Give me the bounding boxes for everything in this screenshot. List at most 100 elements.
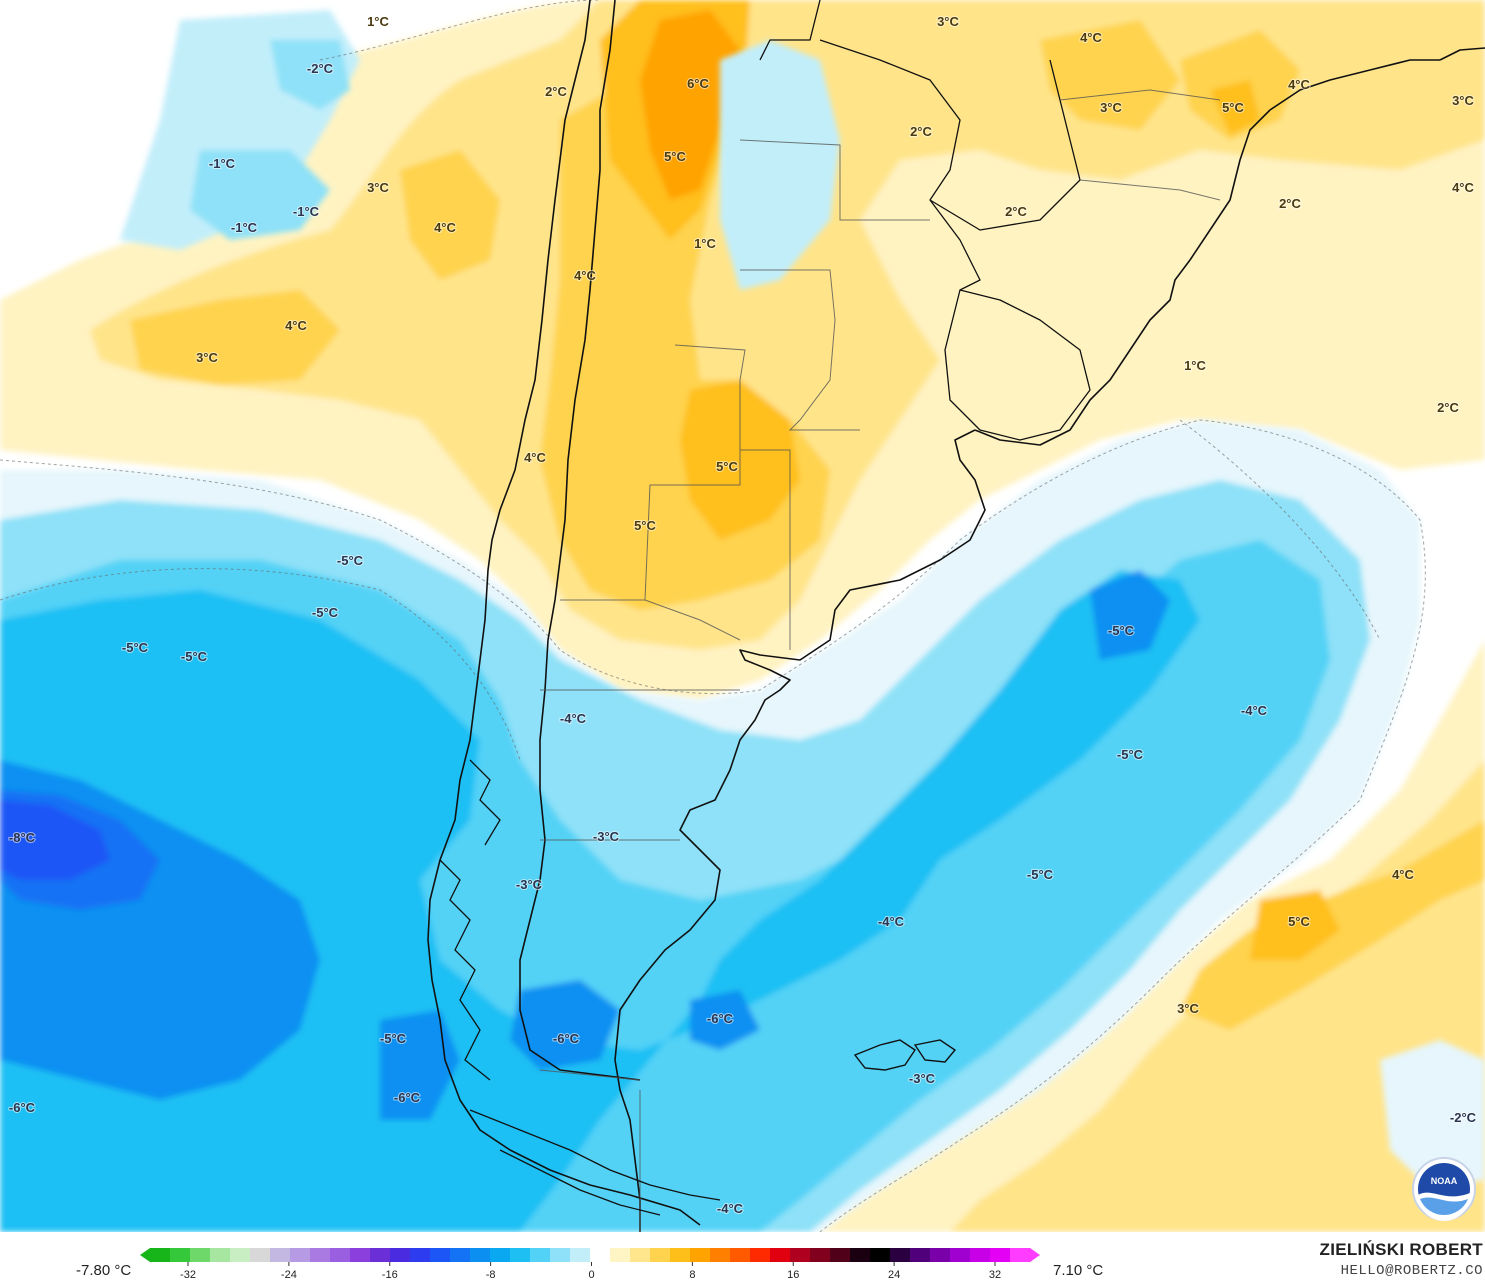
temperature-label: -3°C <box>593 829 620 844</box>
temperature-label: 5°C <box>1288 914 1310 929</box>
scale-arrow-right <box>1030 1248 1040 1262</box>
scale-tick-label: 24 <box>888 1269 900 1281</box>
temperature-label: 3°C <box>1177 1001 1199 1016</box>
scale-swatch <box>350 1248 371 1262</box>
temperature-label: 5°C <box>716 459 738 474</box>
country-border-brazil <box>929 199 981 291</box>
scale-swatch <box>710 1248 731 1262</box>
scale-swatch <box>410 1248 431 1262</box>
scale-swatch <box>150 1248 171 1262</box>
temperature-label: 2°C <box>545 84 567 99</box>
scale-swatch <box>270 1248 291 1262</box>
temperature-label: 3°C <box>367 180 389 195</box>
temperature-label: -3°C <box>516 877 543 892</box>
temperature-label: -5°C <box>337 553 364 568</box>
temperature-label: -6°C <box>394 1090 421 1105</box>
temperature-label: 6°C <box>687 76 709 91</box>
contour-lines <box>0 0 1426 1232</box>
temperature-label: 3°C <box>196 350 218 365</box>
cold-anomaly-fields <box>0 10 1485 1232</box>
scale-swatch <box>610 1248 631 1262</box>
scale-swatch <box>550 1248 571 1262</box>
scale-swatch <box>1010 1248 1031 1262</box>
scale-swatch <box>490 1248 511 1262</box>
scale-swatch <box>530 1248 551 1262</box>
scale-swatch <box>450 1248 471 1262</box>
scale-tick-label: 0 <box>588 1269 594 1281</box>
scale-swatch <box>790 1248 811 1262</box>
temperature-label: 5°C <box>634 518 656 533</box>
temperature-label: -3°C <box>909 1071 936 1086</box>
temperature-label: 5°C <box>1222 100 1244 115</box>
scale-swatch <box>230 1248 251 1262</box>
temperature-label: 2°C <box>910 124 932 139</box>
country-border-uruguay <box>944 289 1091 441</box>
temperature-label: -5°C <box>380 1031 407 1046</box>
scale-tick-label: -16 <box>382 1269 398 1281</box>
temperature-label: 3°C <box>1100 100 1122 115</box>
temperature-label: 4°C <box>285 318 307 333</box>
scale-swatch <box>770 1248 791 1262</box>
temperature-label: 4°C <box>574 268 596 283</box>
temperature-label: 3°C <box>937 14 959 29</box>
temperature-label: 1°C <box>1184 358 1206 373</box>
temperature-label: 4°C <box>524 450 546 465</box>
temperature-label: -2°C <box>1450 1110 1477 1125</box>
scale-swatch <box>250 1248 271 1262</box>
temperature-label: -6°C <box>9 1100 36 1115</box>
temperature-label: -6°C <box>707 1011 734 1026</box>
temperature-label: -8°C <box>9 830 36 845</box>
scale-swatch <box>330 1248 351 1262</box>
scale-swatch <box>670 1248 691 1262</box>
scale-tick-label: -32 <box>180 1269 196 1281</box>
scale-swatch <box>690 1248 711 1262</box>
temperature-label: 5°C <box>664 149 686 164</box>
temperature-labels: 1°C -2°C 2°C 6°C 5°C -1°C 3°C -1°C -1°C 4°C 1°C 4°C… <box>8 13 1478 1217</box>
temperature-label: 4°C <box>1392 867 1414 882</box>
temperature-label: 2°C <box>1437 400 1459 415</box>
temperature-label: 4°C <box>434 220 456 235</box>
scale-swatch <box>510 1248 531 1262</box>
temperature-label: -1°C <box>231 220 258 235</box>
scale-swatch <box>430 1248 451 1262</box>
scale-swatch <box>370 1248 391 1262</box>
scale-swatch <box>210 1248 231 1262</box>
scale-arrow-left <box>140 1248 150 1262</box>
scale-swatch <box>970 1248 991 1262</box>
brazil-coastline <box>1439 47 1485 61</box>
scale-swatch <box>390 1248 411 1262</box>
svg-text:NOAA: NOAA <box>1431 1176 1458 1186</box>
temperature-label: 4°C <box>1080 30 1102 45</box>
scale-swatch <box>590 1248 611 1262</box>
scale-swatch <box>470 1248 491 1262</box>
temperature-label: -5°C <box>1108 623 1135 638</box>
temperature-label: -5°C <box>312 605 339 620</box>
falkland-islands <box>853 1039 957 1071</box>
scale-swatch <box>190 1248 211 1262</box>
scale-tick-label: -8 <box>486 1269 496 1281</box>
scale-swatch <box>650 1248 671 1262</box>
temperature-label: -5°C <box>1027 867 1054 882</box>
scale-swatch <box>990 1248 1011 1262</box>
scale-tick-label: 16 <box>787 1269 799 1281</box>
coastlines-and-borders <box>427 0 1485 1232</box>
scale-swatch <box>810 1248 831 1262</box>
scale-swatch <box>910 1248 931 1262</box>
temperature-label: 2°C <box>1279 196 1301 211</box>
scale-tick-label: -24 <box>281 1269 297 1281</box>
temperature-label: 4°C <box>1288 77 1310 92</box>
legend-max-label: 7.10 °C <box>1053 1262 1104 1279</box>
argentina-coastline <box>614 429 986 1232</box>
temperature-label: 1°C <box>694 236 716 251</box>
scale-swatch <box>830 1248 851 1262</box>
temperature-label: -1°C <box>293 204 320 219</box>
temperature-label: -5°C <box>122 640 149 655</box>
legend-min-label: -7.80 °C <box>76 1262 132 1279</box>
temperature-label: 3°C <box>1452 93 1474 108</box>
temperature-label: -6°C <box>553 1031 580 1046</box>
temperature-label: 2°C <box>1005 204 1027 219</box>
scale-swatch <box>750 1248 771 1262</box>
temperature-label: -2°C <box>307 61 334 76</box>
scale-swatch <box>730 1248 751 1262</box>
scale-swatch <box>630 1248 651 1262</box>
